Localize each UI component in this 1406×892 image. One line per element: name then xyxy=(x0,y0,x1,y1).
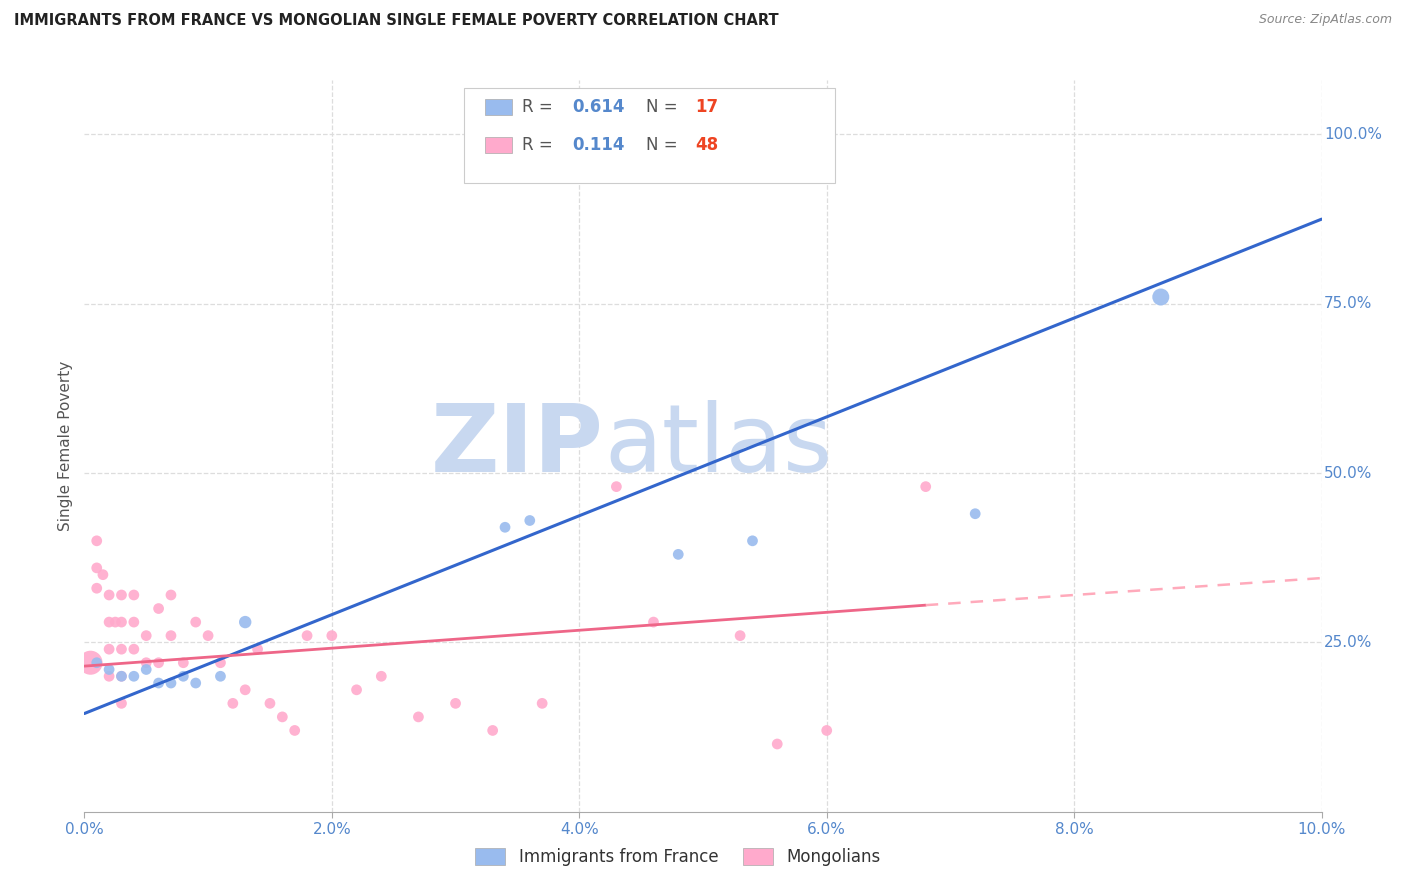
Point xyxy=(184,615,207,629)
Point xyxy=(98,588,121,602)
Text: N =: N = xyxy=(647,97,683,116)
Point xyxy=(766,737,789,751)
Point xyxy=(209,656,232,670)
Text: R =: R = xyxy=(523,97,558,116)
Text: 50.0%: 50.0% xyxy=(1324,466,1372,481)
Bar xyxy=(485,137,512,153)
Point xyxy=(110,697,132,711)
Point xyxy=(79,656,101,670)
Point xyxy=(1150,290,1173,304)
Text: 48: 48 xyxy=(696,136,718,154)
Point xyxy=(86,581,108,595)
Point xyxy=(741,533,763,548)
Text: 75.0%: 75.0% xyxy=(1324,296,1372,311)
Point xyxy=(295,629,318,643)
Point xyxy=(91,567,114,582)
Point xyxy=(98,615,121,629)
Point xyxy=(104,615,127,629)
Text: 25.0%: 25.0% xyxy=(1324,635,1372,650)
Text: atlas: atlas xyxy=(605,400,832,492)
Point xyxy=(965,507,987,521)
Point xyxy=(209,669,232,683)
Point xyxy=(481,723,503,738)
Point xyxy=(122,669,145,683)
Bar xyxy=(485,99,512,115)
Point xyxy=(531,697,554,711)
Point xyxy=(86,533,108,548)
Point xyxy=(728,629,751,643)
Point xyxy=(86,561,108,575)
Point xyxy=(519,514,541,528)
Point xyxy=(321,629,343,643)
Point xyxy=(122,642,145,657)
Text: 0.614: 0.614 xyxy=(572,97,624,116)
Text: 0.114: 0.114 xyxy=(572,136,624,154)
Point xyxy=(494,520,516,534)
Text: IMMIGRANTS FROM FRANCE VS MONGOLIAN SINGLE FEMALE POVERTY CORRELATION CHART: IMMIGRANTS FROM FRANCE VS MONGOLIAN SING… xyxy=(14,13,779,29)
Point xyxy=(172,669,194,683)
Text: Source: ZipAtlas.com: Source: ZipAtlas.com xyxy=(1258,13,1392,27)
Point xyxy=(148,601,170,615)
Point xyxy=(110,588,132,602)
Legend: Immigrants from France, Mongolians: Immigrants from France, Mongolians xyxy=(468,841,887,873)
Point xyxy=(444,697,467,711)
Point xyxy=(233,615,256,629)
Point xyxy=(86,656,108,670)
Point xyxy=(135,629,157,643)
Point xyxy=(914,480,936,494)
Text: N =: N = xyxy=(647,136,683,154)
Point xyxy=(233,682,256,697)
Text: 17: 17 xyxy=(696,97,718,116)
Point xyxy=(110,642,132,657)
Point xyxy=(122,615,145,629)
Point xyxy=(259,697,281,711)
Point xyxy=(605,480,627,494)
Point xyxy=(160,588,183,602)
Point xyxy=(98,642,121,657)
Point xyxy=(408,710,430,724)
Point xyxy=(643,615,665,629)
Point xyxy=(160,629,183,643)
Point xyxy=(346,682,368,697)
Point xyxy=(148,656,170,670)
Text: 100.0%: 100.0% xyxy=(1324,127,1382,142)
Point xyxy=(184,676,207,690)
Point xyxy=(222,697,245,711)
Y-axis label: Single Female Poverty: Single Female Poverty xyxy=(58,361,73,531)
Point xyxy=(666,547,689,561)
Text: R =: R = xyxy=(523,136,558,154)
Point xyxy=(172,656,194,670)
Point xyxy=(148,676,170,690)
Point xyxy=(98,663,121,677)
Point xyxy=(246,642,269,657)
Point xyxy=(160,676,183,690)
Point xyxy=(135,656,157,670)
Point xyxy=(122,588,145,602)
Point xyxy=(284,723,307,738)
Point xyxy=(271,710,294,724)
FancyBboxPatch shape xyxy=(464,87,835,183)
Point xyxy=(98,669,121,683)
Point xyxy=(135,663,157,677)
Text: ZIP: ZIP xyxy=(432,400,605,492)
Point xyxy=(110,669,132,683)
Point xyxy=(197,629,219,643)
Point xyxy=(110,669,132,683)
Point xyxy=(815,723,838,738)
Point xyxy=(110,615,132,629)
Point xyxy=(370,669,392,683)
